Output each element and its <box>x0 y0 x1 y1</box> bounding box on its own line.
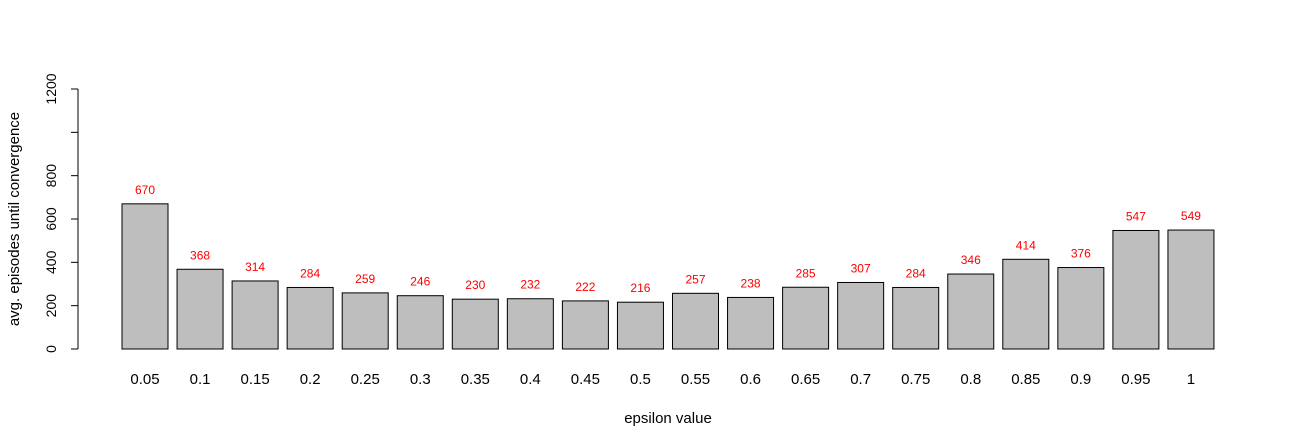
data-label: 346 <box>961 253 981 267</box>
x-tick-label: 0.6 <box>740 371 761 388</box>
bar <box>121 203 169 350</box>
x-tick-labels-group: 0.05 0.1 0.15 0.2 0.25 0.3 0.35 0.4 0.45 0.5 0.55 0… <box>130 371 1195 388</box>
x-tick-label: 1 <box>1187 371 1195 388</box>
x-tick-label: 0.15 <box>240 371 269 388</box>
x-tick-label: 0.3 <box>410 371 431 388</box>
data-label: 670 <box>135 183 155 197</box>
x-tick-label: 0.8 <box>960 371 981 388</box>
data-label: 230 <box>465 278 485 292</box>
data-label: 414 <box>1016 238 1036 252</box>
x-tick-label: 0.85 <box>1011 371 1040 388</box>
x-tick-label: 0.2 <box>300 371 321 388</box>
data-label: 307 <box>851 261 871 275</box>
x-tick-label: 0.25 <box>351 371 380 388</box>
bar <box>176 268 224 350</box>
y-tick-label: 0 <box>43 345 59 353</box>
data-label: 376 <box>1071 247 1091 261</box>
data-label: 222 <box>575 280 595 294</box>
data-label: 232 <box>520 278 540 292</box>
bar <box>1112 229 1160 350</box>
data-label: 257 <box>685 272 705 286</box>
data-labels-group: 670 368 314 284 259 246 230 232 222 216 257 238 285 3… <box>135 183 1201 295</box>
data-label: 259 <box>355 272 375 286</box>
y-tick-label: 200 <box>43 294 59 318</box>
x-tick-label: 0.1 <box>190 371 211 388</box>
data-label: 216 <box>630 281 650 295</box>
bar <box>286 286 334 350</box>
bar <box>947 273 995 350</box>
bar <box>506 298 554 350</box>
bar <box>616 301 664 350</box>
y-axis: 0 200 400 600 800 1200 <box>43 73 79 353</box>
bar <box>1002 258 1050 350</box>
bar <box>451 298 499 350</box>
x-tick-label: 0.55 <box>681 371 710 388</box>
bar <box>341 292 389 350</box>
bar <box>1167 229 1215 350</box>
bar <box>561 300 609 350</box>
data-label: 284 <box>906 266 926 280</box>
x-tick-label: 0.4 <box>520 371 541 388</box>
x-tick-label: 0.45 <box>571 371 600 388</box>
y-tick-label: 800 <box>43 164 59 188</box>
data-label: 368 <box>190 248 210 262</box>
x-tick-label: 0.35 <box>461 371 490 388</box>
x-axis-title: epsilon value <box>624 410 712 427</box>
y-axis-title: avg. episodes until convergence <box>6 112 23 326</box>
bar <box>231 280 279 350</box>
bar <box>837 281 885 350</box>
x-tick-label: 0.05 <box>130 371 159 388</box>
x-tick-label: 0.7 <box>850 371 871 388</box>
bar <box>1057 267 1105 350</box>
bar <box>727 296 775 350</box>
data-label: 549 <box>1181 209 1201 223</box>
bar <box>892 286 940 350</box>
data-label: 314 <box>245 260 265 274</box>
bars-group <box>121 203 1215 350</box>
data-label: 238 <box>741 276 761 290</box>
bar <box>672 292 719 350</box>
y-tick-label: 400 <box>43 250 59 274</box>
data-label: 246 <box>410 275 430 289</box>
x-tick-label: 0.75 <box>901 371 930 388</box>
data-label: 285 <box>796 266 816 280</box>
y-tick-label: 600 <box>43 207 59 231</box>
y-tick-label: 1200 <box>43 73 59 104</box>
bar <box>396 295 444 350</box>
x-tick-label: 0.5 <box>630 371 651 388</box>
x-tick-label: 0.65 <box>791 371 820 388</box>
x-tick-label: 0.95 <box>1121 371 1150 388</box>
data-label: 284 <box>300 266 320 280</box>
data-label: 547 <box>1126 209 1146 223</box>
bar <box>782 286 830 350</box>
x-tick-label: 0.9 <box>1070 371 1091 388</box>
